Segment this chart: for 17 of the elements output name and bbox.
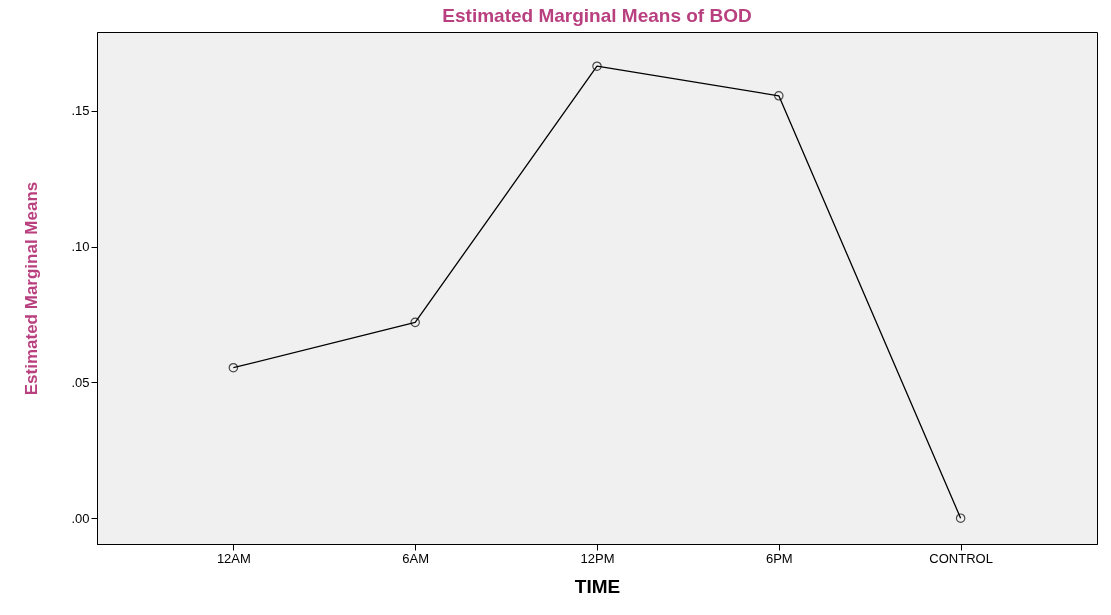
y-tick-label: .05	[71, 374, 90, 390]
x-tick-label: 12AM	[216, 550, 251, 566]
x-tick-label: CONTROL	[929, 550, 993, 566]
x-tick-label: 6AM	[402, 550, 430, 566]
point	[228, 362, 239, 373]
point	[955, 513, 966, 523]
chart-title: Estimated Marginal Means of BOD	[442, 5, 752, 26]
y-tick-label: .00	[71, 510, 90, 526]
x-tick-label: 12PM	[580, 550, 615, 566]
point	[410, 317, 420, 328]
point	[592, 61, 602, 71]
x-tick-label: 6PM	[765, 550, 793, 566]
y-tick-label: .10	[71, 239, 90, 255]
y-tick-label: .15	[71, 103, 90, 119]
x-axis-title: TIME	[574, 575, 621, 597]
y-axis-title: Estimated Marginal Means	[22, 181, 42, 396]
point	[774, 91, 784, 101]
